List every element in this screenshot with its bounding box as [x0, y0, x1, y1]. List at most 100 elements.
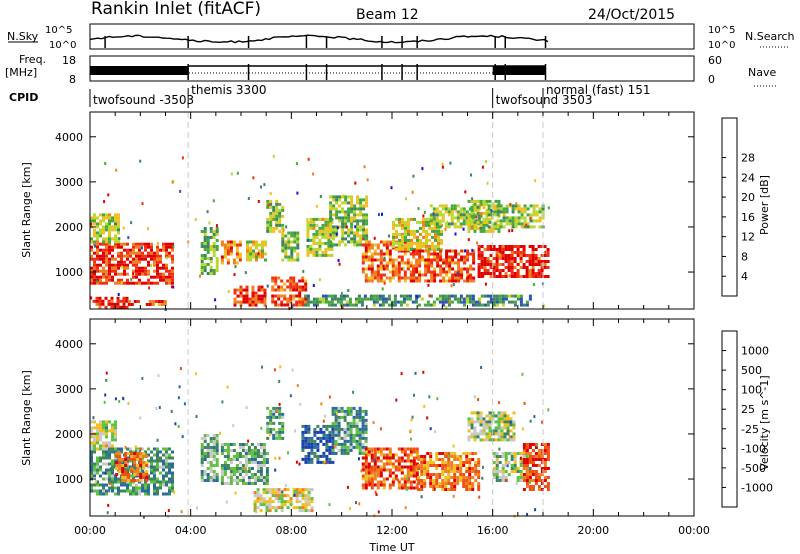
data-cell: [462, 303, 466, 307]
data-cell: [340, 445, 344, 449]
data-cell: [151, 300, 155, 303]
data-cell: [124, 458, 128, 461]
data-cell: [99, 222, 102, 226]
data-cell: [411, 300, 415, 304]
data-cell: [301, 433, 305, 437]
data-cell: [287, 237, 291, 241]
data-cell: [476, 435, 480, 439]
data-cell: [124, 461, 128, 464]
x-tick-label: 04:00: [175, 524, 207, 537]
data-cell: [428, 220, 431, 224]
data-cell: [453, 470, 457, 473]
data-cell: [381, 300, 385, 304]
data-cell: [304, 282, 308, 286]
data-cell: [411, 415, 414, 419]
data-cell: [429, 476, 433, 479]
beam-label: Beam 12: [356, 7, 419, 23]
data-cell: [241, 446, 245, 449]
data-cell: [457, 267, 461, 271]
data-cell: [419, 226, 422, 230]
data-cell: [289, 497, 293, 501]
data-cell: [212, 245, 216, 248]
data-cell: [445, 255, 449, 259]
data-cell: [142, 464, 146, 467]
data-cell: [127, 479, 131, 482]
data-cell: [488, 417, 492, 421]
data-cell: [403, 477, 407, 481]
data-cell: [99, 459, 102, 463]
data-cell: [226, 464, 230, 467]
data-cell: [467, 417, 471, 421]
data-cell: [379, 468, 383, 472]
data-cell: [362, 231, 366, 235]
data-cell: [447, 467, 451, 470]
data-cell: [516, 294, 520, 298]
data-cell: [511, 229, 514, 232]
data-cell: [108, 456, 111, 460]
data-cell: [335, 201, 339, 205]
data-cell: [392, 235, 395, 239]
data-cell: [168, 254, 171, 258]
data-cell: [500, 426, 504, 430]
data-cell: [418, 255, 422, 259]
data-cell: [229, 246, 233, 250]
data-cell: [513, 461, 517, 464]
data-cell: [163, 300, 167, 303]
data-cell: [376, 276, 380, 280]
data-cell: [486, 303, 490, 307]
data-cell: [470, 417, 474, 421]
data-cell: [275, 433, 279, 437]
data-cell: [341, 207, 345, 211]
data-cell: [488, 438, 492, 442]
data-cell: [236, 171, 239, 175]
data-cell: [99, 444, 102, 448]
data-cell: [153, 492, 156, 496]
data-cell: [275, 217, 279, 221]
data-cell: [355, 439, 359, 443]
data-cell: [212, 455, 216, 458]
data-cell: [373, 477, 377, 481]
data-cell: [507, 452, 511, 455]
data-cell: [375, 294, 379, 298]
data-cell: [119, 299, 123, 303]
data-cell: [353, 219, 357, 223]
data-cell: [473, 411, 477, 415]
data-cell: [334, 409, 338, 413]
data-cell: [474, 452, 478, 455]
data-cell: [364, 249, 368, 253]
data-cell: [464, 249, 467, 253]
data-cell: [200, 455, 204, 458]
data-cell: [441, 300, 445, 304]
data-cell: [467, 220, 471, 224]
data-cell: [350, 237, 354, 241]
data-cell: [101, 299, 105, 303]
data-cell: [415, 249, 419, 253]
data-cell: [280, 279, 284, 283]
data-cell: [206, 479, 210, 482]
data-cell: [372, 303, 376, 307]
data-cell: [456, 467, 460, 470]
data-cell: [522, 479, 526, 482]
data-cell: [283, 288, 287, 292]
data-cell: [341, 305, 344, 309]
data-cell: [230, 172, 233, 176]
data-cell: [407, 244, 410, 248]
data-cell: [435, 464, 439, 467]
data-cell: [525, 275, 529, 278]
data-cell: [547, 408, 550, 412]
data-cell: [261, 246, 264, 250]
data-cell: [404, 244, 407, 248]
data-cell: [126, 447, 129, 451]
data-cell: [325, 460, 329, 464]
x-tick-label: 16:00: [477, 524, 509, 537]
data-cell: [138, 248, 141, 252]
data-cell: [277, 506, 281, 510]
data-cell: [410, 229, 413, 233]
data-cell: [513, 251, 517, 254]
data-cell: [165, 459, 168, 463]
data-cell: [417, 303, 421, 307]
data-cell: [438, 464, 442, 467]
data-cell: [418, 258, 422, 262]
data-cell: [171, 242, 174, 246]
